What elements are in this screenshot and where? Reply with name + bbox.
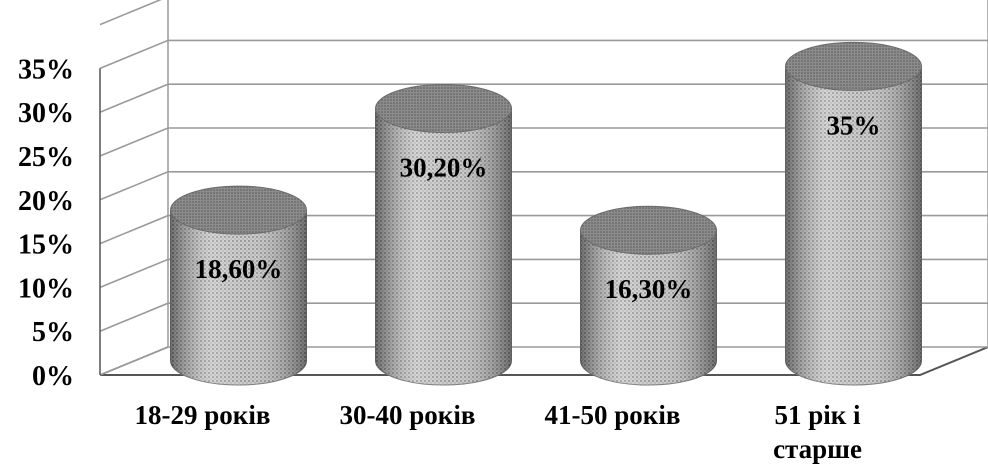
- floor-edge: [100, 346, 988, 376]
- bars: [170, 41, 922, 386]
- data-label: 16,30%: [605, 274, 693, 304]
- bar-top: [785, 41, 922, 91]
- x-tick-label-line: 41-50 років: [545, 400, 681, 430]
- bar-shading: [170, 210, 307, 385]
- x-axis-ticks: 18-29 років 30-40 років 41-50 років 51 рік …: [135, 400, 862, 464]
- y-axis-ticks: 0% 5% 10% 15% 20% 25% 30% 35%: [18, 54, 74, 392]
- data-label: 30,20%: [400, 152, 488, 182]
- bar-3: [580, 205, 717, 386]
- x-tick-label: 30-40 років: [340, 400, 476, 430]
- x-tick-label: 41-50 років: [545, 400, 681, 430]
- y-tick-label: 20%: [18, 186, 74, 217]
- bar-top: [375, 83, 512, 133]
- y-tick-label: 30%: [18, 98, 74, 129]
- y-tick-label: 25%: [18, 142, 74, 173]
- bar-4: [785, 41, 922, 386]
- bar-top: [580, 205, 717, 255]
- gridlines: [99, 0, 988, 376]
- y-tick-label: 0%: [32, 361, 74, 392]
- x-tick-label: 18-29 років: [135, 400, 271, 430]
- x-tick-label-line: 51 рік і: [774, 400, 861, 430]
- bar-shading: [785, 66, 922, 386]
- bar-top: [170, 185, 307, 235]
- data-labels: 18,60% 30,20% 16,30% 35%: [195, 110, 881, 304]
- bar-2: [375, 83, 512, 386]
- bar-1: [170, 185, 307, 386]
- x-tick-label: 51 рік і старше: [773, 400, 862, 464]
- data-label: 35%: [827, 110, 881, 140]
- bar-shading: [580, 230, 717, 386]
- x-tick-label-line: 30-40 років: [340, 400, 476, 430]
- gridline: [99, 0, 162, 26]
- y-tick-label: 15%: [18, 230, 74, 261]
- y-tick-label: 35%: [18, 54, 74, 85]
- y-tick-label: 10%: [18, 273, 74, 304]
- y-tick-label: 5%: [32, 317, 74, 348]
- bar-shading: [375, 108, 512, 386]
- x-tick-label-line: 18-29 років: [135, 400, 271, 430]
- data-label: 18,60%: [195, 254, 283, 284]
- x-tick-label-line: старше: [773, 434, 862, 464]
